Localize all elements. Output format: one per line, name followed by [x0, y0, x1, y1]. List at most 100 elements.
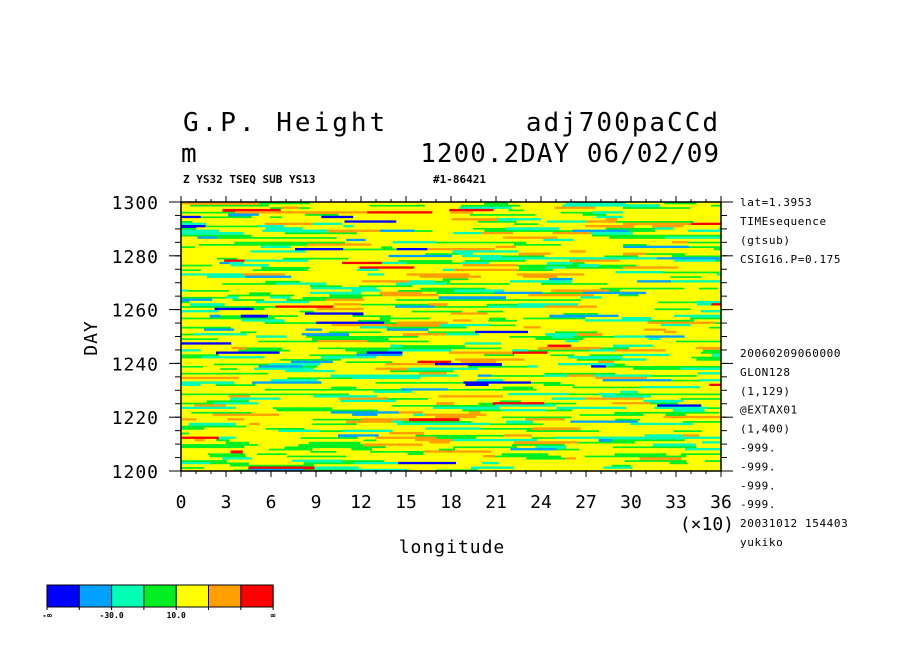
heatmap-cell — [516, 445, 536, 449]
heatmap-cell — [508, 202, 566, 205]
heatmap-cell — [719, 291, 721, 295]
heatmap-cell — [369, 282, 397, 286]
heatmap-cell — [401, 388, 448, 392]
heatmap-cell — [593, 211, 624, 215]
heatmap-cell — [409, 418, 460, 422]
heatmap-cell — [393, 358, 456, 362]
heatmap-cell — [598, 438, 613, 442]
heatmap-cell — [375, 356, 395, 359]
heatmap-cell — [248, 466, 315, 470]
heatmap-cell — [540, 326, 554, 330]
heatmap-cell — [446, 333, 479, 336]
x-tick-label: 12 — [350, 492, 372, 513]
heatmap-cell — [269, 284, 310, 288]
heatmap-cell — [554, 206, 596, 210]
heatmap-cell — [688, 229, 721, 233]
heatmap-cell — [333, 303, 361, 307]
heatmap-cell — [552, 268, 623, 272]
heatmap-cell — [478, 333, 546, 336]
heatmap-cell — [578, 284, 594, 288]
heatmap-cell — [647, 376, 694, 380]
heatmap-cell — [181, 314, 210, 318]
heatmap-cell — [409, 280, 435, 284]
heatmap-cell — [328, 234, 389, 238]
heatmap-cell — [455, 358, 525, 362]
heatmap-cell — [589, 349, 616, 353]
heatmap-cell — [408, 468, 437, 471]
heatmap-cell — [417, 360, 451, 364]
heatmap-cell — [553, 326, 586, 330]
heatmap-cell — [414, 266, 426, 270]
heatmap-cell — [498, 461, 514, 465]
heatmap-cell — [351, 376, 421, 380]
heatmap-cell — [528, 248, 592, 251]
heatmap-cell — [700, 310, 721, 313]
heatmap-cell — [431, 245, 496, 249]
heatmap-cell — [326, 425, 378, 428]
heatmap-cell — [313, 222, 343, 226]
heatmap-cell — [594, 271, 616, 274]
heatmap-cell — [612, 432, 643, 435]
heatmap-cell — [450, 211, 473, 215]
heatmap-cell — [229, 261, 244, 265]
heatmap-cell — [596, 215, 623, 219]
heatmap-cell — [540, 450, 596, 454]
heatmap-cell — [529, 353, 551, 357]
heatmap-cell — [296, 351, 357, 355]
heatmap-cell — [449, 353, 485, 357]
heatmap-cell — [237, 367, 254, 371]
heatmap-cell — [432, 211, 451, 215]
heatmap-cell — [518, 252, 551, 256]
heatmap-cell — [686, 455, 721, 458]
heatmap-cell — [497, 218, 542, 221]
heatmap-cell — [525, 225, 586, 228]
heatmap-cell — [577, 333, 603, 336]
heatmap-cell — [593, 294, 619, 297]
side-info-line: -999. — [740, 442, 776, 455]
heatmap-cell — [466, 326, 524, 330]
heatmap-cell — [546, 241, 606, 244]
heatmap-cell — [181, 390, 212, 394]
side-info-line: TIMEsequence — [740, 215, 827, 228]
heatmap-cell — [612, 402, 651, 405]
heatmap-cell — [379, 291, 422, 295]
heatmap-cell — [465, 284, 479, 288]
side-info-line: yukiko — [740, 536, 783, 549]
heatmap-cell — [423, 218, 452, 221]
heatmap-cell — [462, 264, 496, 267]
heatmap-cell — [304, 312, 364, 316]
heatmap-cell — [709, 250, 721, 254]
side-info-line: lat=1.3953 — [740, 196, 812, 209]
heatmap-cell — [181, 386, 232, 389]
chart-title: G.P. Height — [183, 108, 388, 138]
heatmap-cell — [704, 409, 721, 412]
heatmap-cell — [617, 218, 645, 221]
heatmap-cell — [637, 390, 693, 394]
heatmap-cell — [297, 402, 344, 405]
heatmap-cell — [426, 296, 439, 300]
heatmap-cell — [319, 264, 345, 267]
heatmap-cell — [452, 425, 501, 428]
heatmap-cell — [212, 264, 231, 267]
heatmap-cell — [425, 427, 481, 431]
heatmap-cell — [218, 268, 253, 272]
heatmap-cell — [633, 415, 664, 419]
heatmap-cell — [635, 441, 702, 445]
x-tick-label: 30 — [620, 492, 642, 513]
heatmap-cell — [313, 367, 376, 371]
heatmap-cell — [549, 314, 619, 318]
heatmap-cell — [475, 330, 529, 334]
heatmap-cell — [667, 372, 681, 376]
heatmap-cell — [695, 300, 721, 304]
heatmap-cell — [392, 245, 432, 249]
heatmap-cell — [713, 388, 721, 392]
heatmap-cell — [326, 282, 369, 286]
heatmap-cell — [655, 229, 689, 233]
heatmap-cell — [615, 271, 664, 274]
heatmap-cell — [573, 238, 592, 242]
heatmap-cell — [416, 312, 451, 316]
heatmap-cell — [181, 291, 222, 295]
heatmap-cell — [453, 238, 511, 242]
heatmap-cell — [402, 351, 450, 355]
heatmap-cell — [678, 266, 721, 270]
